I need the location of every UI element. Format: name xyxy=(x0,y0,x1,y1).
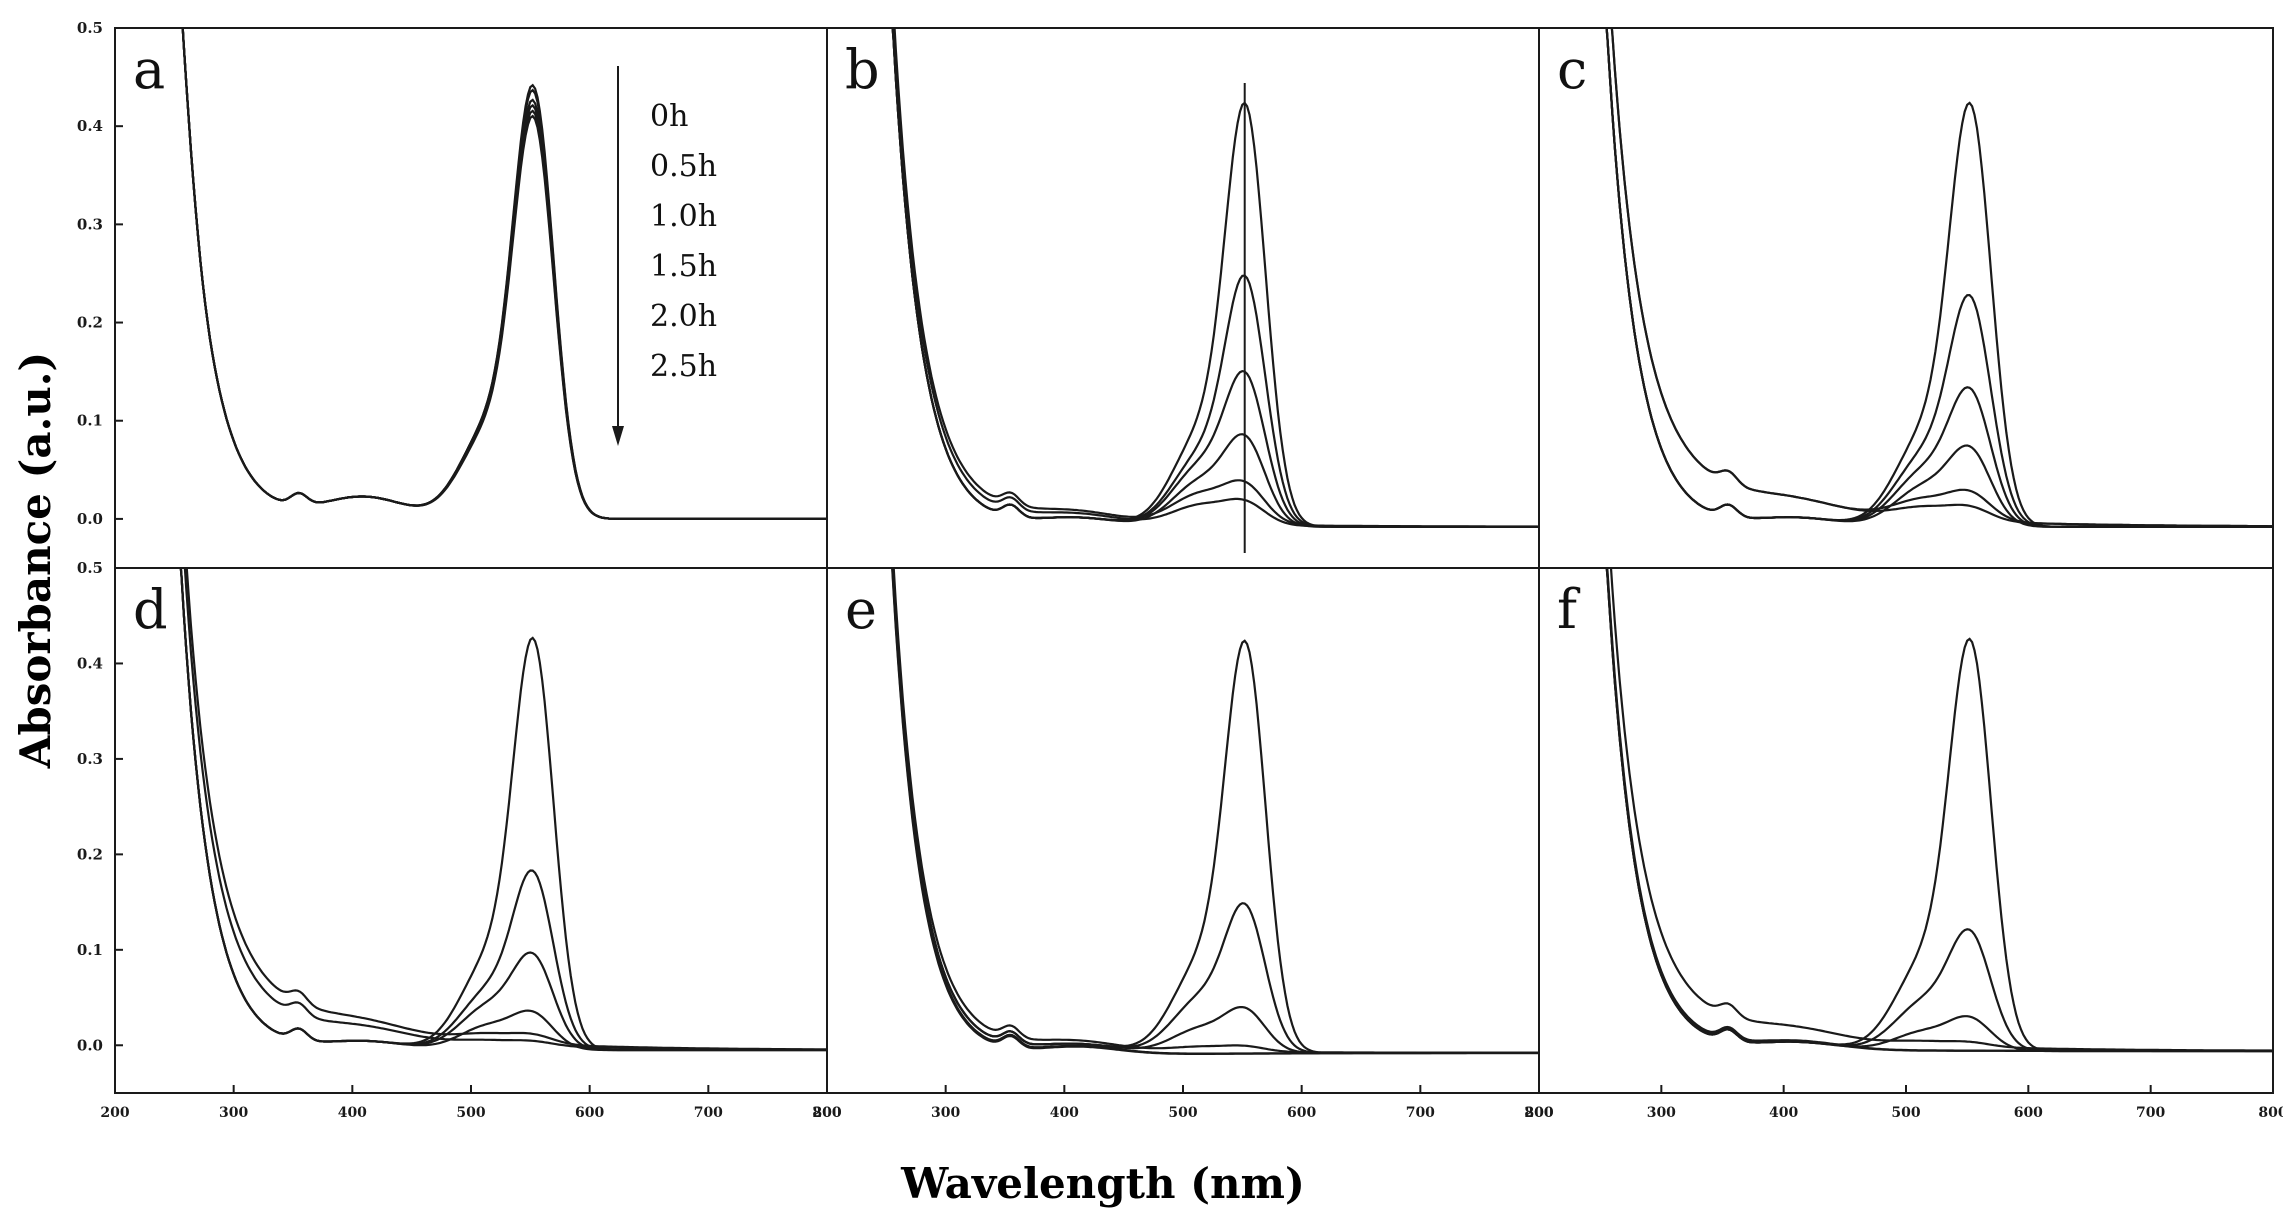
x-tick-label: 500 xyxy=(1168,1105,1197,1121)
y-tick-label: 0.3 xyxy=(77,215,103,233)
x-tick-label: 700 xyxy=(2136,1105,2165,1121)
series-group xyxy=(891,28,1539,528)
panel-label: c xyxy=(1557,38,1587,101)
curve-2.5h xyxy=(892,28,1539,528)
y-tick-label: 0.2 xyxy=(77,845,103,863)
curve-2.5h xyxy=(181,28,827,520)
curve-2.5h xyxy=(183,568,827,1051)
panels-group: 0.0 0.1 0.2 0.3 0.4 0.5 a 0h 0.5h 1.0h 1.5h 2.0h 2.5… xyxy=(77,19,2283,1121)
panel-frame xyxy=(826,567,1540,1094)
panel-label: d xyxy=(133,578,168,641)
x-tick-label: 200 xyxy=(1524,1105,1553,1121)
legend-item: 2.5h xyxy=(650,349,717,384)
legend-item: 0.5h xyxy=(650,149,717,184)
legend-item: 0h xyxy=(650,99,688,134)
legend-item: 1.5h xyxy=(650,249,717,284)
y-tick-label: 0.1 xyxy=(77,941,103,959)
x-tick-label: 800 xyxy=(2258,1105,2283,1121)
x-tick-label: 300 xyxy=(219,1105,248,1121)
panel-label: f xyxy=(1557,578,1581,641)
y-tick-label: 0.0 xyxy=(77,1036,103,1054)
panel-label: a xyxy=(133,38,165,101)
curve-1.5h xyxy=(181,28,827,520)
x-tick-label: 500 xyxy=(456,1105,485,1121)
y-tick-label: 0.1 xyxy=(77,412,103,430)
curve-2.5h xyxy=(1610,28,2273,528)
x-tick-label: 600 xyxy=(1287,1105,1316,1121)
y-tick-label: 0.0 xyxy=(77,510,103,528)
panel-frame xyxy=(1538,27,2274,569)
y-tick-label: 0.4 xyxy=(77,117,103,135)
x-tick-label: 600 xyxy=(575,1105,604,1121)
y-tick-label: 0.5 xyxy=(77,559,103,577)
panel-label: b xyxy=(845,38,880,101)
x-tick-label: 400 xyxy=(1769,1105,1798,1121)
series-group xyxy=(181,28,827,520)
panel-b: b xyxy=(826,27,1540,569)
y-tick-label: 0.5 xyxy=(77,19,103,37)
curve-2.5h xyxy=(1605,568,2273,1053)
curve-0h xyxy=(891,28,1539,528)
panel-label: e xyxy=(845,578,877,641)
y-tick-label: 0.3 xyxy=(77,750,103,768)
x-tick-label: 700 xyxy=(1406,1105,1435,1121)
y-tick-label: 0.4 xyxy=(77,654,103,672)
x-tick-label: 200 xyxy=(100,1105,129,1121)
panel-frame xyxy=(826,27,1540,569)
time-arrow-head xyxy=(612,426,624,446)
panel-d: 0.0 0.1 0.2 0.3 0.4 0.5 200 300 400 500 600 700 800 d xyxy=(77,559,842,1121)
series-group xyxy=(891,568,1539,1055)
curve-2.5h xyxy=(891,568,1539,1055)
x-tick-label: 500 xyxy=(1891,1105,1920,1121)
x-tick-label: 300 xyxy=(931,1105,960,1121)
x-tick-label: 200 xyxy=(812,1105,841,1121)
x-tick-label: 300 xyxy=(1647,1105,1676,1121)
panel-c: c xyxy=(1538,27,2274,569)
panel-a: 0.0 0.1 0.2 0.3 0.4 0.5 a 0h 0.5h 1.0h 1.5h 2.0h 2.5… xyxy=(77,19,828,569)
curve-0h xyxy=(179,568,827,1052)
curve-0h xyxy=(1605,28,2273,528)
panel-f: 200 300 400 500 600 700 800 f xyxy=(1524,567,2283,1121)
series-group xyxy=(1605,28,2273,528)
x-tick-label: 400 xyxy=(1050,1105,1079,1121)
curve-0h xyxy=(1605,568,2273,1053)
x-tick-label: 700 xyxy=(694,1105,723,1121)
y-axis-label: Absorbance (a.u.) xyxy=(11,352,60,770)
x-tick-label: 800 xyxy=(1524,1105,1553,1121)
series-group xyxy=(1605,568,2273,1053)
curve-0h xyxy=(891,568,1539,1054)
panel-e: 200 300 400 500 600 700 800 e xyxy=(812,567,1554,1121)
curve-1.5h xyxy=(1605,28,2273,528)
x-tick-label: 800 xyxy=(812,1105,841,1121)
series-group xyxy=(179,568,827,1052)
y-tick-label: 0.2 xyxy=(77,314,103,332)
x-tick-label: 400 xyxy=(338,1105,367,1121)
panel-frame xyxy=(114,27,828,569)
legend-item: 2.0h xyxy=(650,299,717,334)
x-tick-label: 600 xyxy=(2014,1105,2043,1121)
panel-frame xyxy=(1538,567,2274,1094)
legend-item: 1.0h xyxy=(650,199,717,234)
x-axis-label: Wavelength (nm) xyxy=(900,1159,1305,1208)
